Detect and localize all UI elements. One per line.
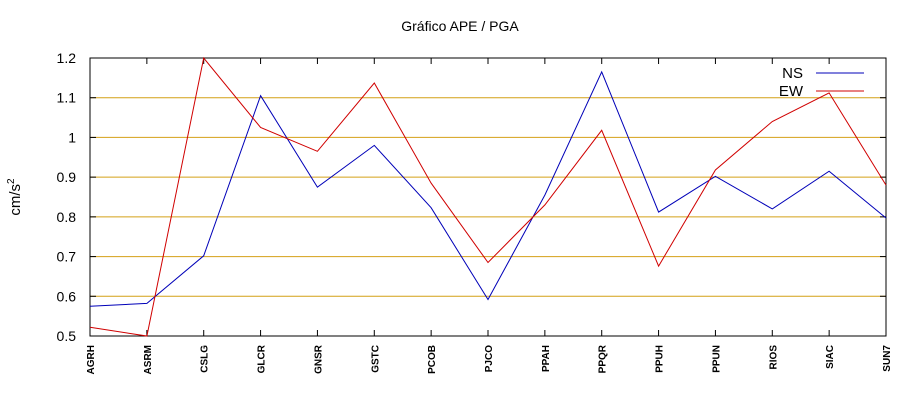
x-axis: AGRH ASRM CSLG GLCR GNSR GSTC PCOB PJCO PPAH PPQR… [86,58,893,374]
grid-lines [90,97,886,297]
x-tick-label: ASRM [143,345,154,374]
y-tick-label: 1.1 [57,90,77,106]
x-tick-label: PPQR [598,344,609,373]
y-axis: 0.5 0.6 0.7 0.8 0.9 1 1.1 1.2 [57,50,886,344]
x-tick-label: AGRH [86,345,97,374]
y-tick-label: 0.6 [57,288,77,304]
x-tick-label: GSTC [370,345,381,373]
y-tick-label: 0.8 [57,209,77,225]
x-tick-label: PPAH [541,345,552,372]
y-tick-label: 0.9 [57,169,77,185]
x-tick-label: PPUH [655,345,666,373]
y-tick-label: 0.7 [57,249,77,265]
x-tick-label: GLCR [257,344,268,373]
y-tick-label: 1.2 [57,50,77,66]
series-line-ns [89,70,887,307]
x-tick-label: SUN7 [882,345,893,372]
x-tick-label: PJCO [484,345,495,372]
x-tick-label: GNSR [313,344,324,374]
legend-label-ns: NS [782,65,803,82]
x-tick-label: PCOB [427,345,438,374]
chart-title: Gráfico APE / PGA [401,18,519,34]
series-line-ew [89,56,887,337]
series [89,56,887,337]
x-tick-label: SIAC [825,345,836,369]
y-tick-label: 0.5 [57,328,77,344]
x-tick-label: CSLG [200,345,211,373]
x-tick-label: RIOS [768,345,779,370]
plot-frame [89,57,887,337]
y-axis-label: cm/s2 [6,178,24,216]
y-tick-label: 1 [68,129,76,145]
x-tick-label: PPUN [711,345,722,373]
legend-label-ew: EW [779,83,804,100]
